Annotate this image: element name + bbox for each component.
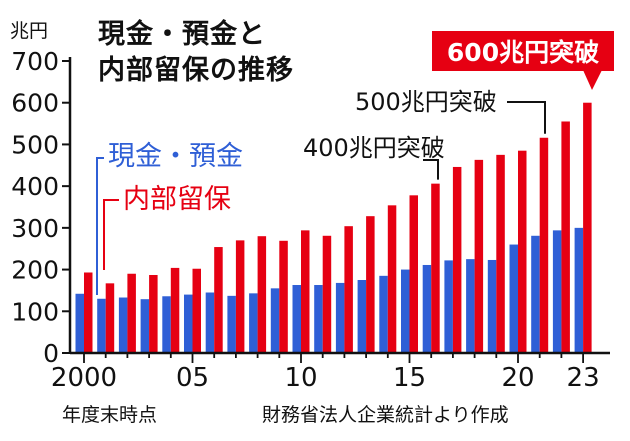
bar-retained	[409, 195, 418, 353]
legend-retained-leader	[103, 199, 120, 270]
bar-retained	[539, 137, 549, 353]
bar-cash	[422, 264, 432, 353]
y-tick-label: 600	[11, 89, 59, 118]
bar-cash	[227, 295, 236, 353]
bar-cash	[401, 269, 410, 353]
x-tick-label: 10	[284, 363, 317, 393]
bar-cash	[205, 292, 215, 353]
bar-retained	[301, 230, 310, 353]
bar-retained	[105, 283, 115, 353]
annotation-600-pointer	[583, 70, 602, 90]
legend-retained-label: 内部留保	[119, 183, 235, 217]
bar-cash	[314, 285, 323, 353]
bar-retained	[518, 150, 527, 353]
y-axis-unit: 兆円	[10, 20, 49, 42]
bar-cash	[118, 297, 128, 353]
annotation-400: 400兆円突破	[303, 134, 445, 162]
bar-retained	[452, 166, 462, 353]
bar-cash	[184, 294, 193, 353]
bar-retained	[496, 154, 505, 353]
bar-cash	[292, 285, 301, 353]
x-tick-label: 05	[176, 363, 209, 393]
y-tick-label: 100	[11, 297, 59, 326]
y-tick-label: 500	[11, 130, 59, 159]
bar-retained	[431, 183, 440, 353]
legend-cash-label: 現金・預金	[104, 140, 247, 174]
legend-cash-leader	[96, 157, 105, 295]
y-tick-label: 0	[43, 339, 59, 368]
chart-title-line-2: 内部留保の推移	[98, 55, 294, 86]
bar-retained	[387, 205, 397, 353]
bar-cash	[162, 296, 171, 353]
bar-retained	[279, 240, 288, 353]
x-tick-label: 15	[393, 363, 426, 393]
bar-retained	[84, 272, 93, 353]
bar-cash	[335, 282, 345, 353]
y-tick-label: 700	[11, 47, 59, 76]
bar-cash	[466, 259, 475, 353]
x-tick-label: 2000	[51, 363, 117, 393]
bar-retained	[214, 247, 223, 353]
bar-cash	[487, 259, 497, 353]
bar-retained	[366, 216, 375, 353]
bar-retained	[322, 235, 332, 353]
annotation-600-box	[432, 31, 614, 71]
bar-cash	[140, 299, 150, 353]
bar-retained	[474, 159, 484, 353]
y-tick-label: 200	[11, 256, 59, 285]
bar-retained	[344, 226, 353, 353]
annotation-500: 500兆円突破	[355, 88, 497, 116]
y-tick-label: 400	[11, 172, 59, 201]
bar-cash	[75, 293, 84, 353]
bar-retained	[170, 267, 180, 353]
bar-cash	[574, 227, 584, 353]
bar-retained	[583, 102, 592, 353]
bar-cash	[552, 230, 562, 353]
x-tick-label: 20	[501, 363, 534, 393]
annotation-500-leader	[507, 101, 546, 134]
x-tick-label: 23	[567, 363, 600, 393]
bar-cash	[531, 235, 540, 353]
bar-cash	[249, 293, 258, 353]
source-note: 財務省法人企業統計より作成	[262, 404, 509, 426]
bar-cash	[270, 288, 280, 353]
bar-retained	[561, 121, 570, 353]
bar-retained	[149, 274, 158, 353]
bar-retained	[127, 273, 136, 353]
bar-cash	[97, 298, 106, 353]
annotation-600: 600兆円突破	[447, 38, 599, 67]
bar-retained	[257, 236, 267, 353]
annotation-400-leader	[423, 159, 439, 180]
watermark: JIJI PRESS	[233, 207, 300, 218]
bar-retained	[192, 268, 201, 353]
bar-cash	[509, 244, 518, 353]
x-axis-label: 年度末時点	[62, 404, 158, 426]
bar-cash	[444, 260, 453, 353]
bar-cash	[357, 280, 367, 353]
chart-title-line-1: 現金・預金と	[98, 19, 266, 50]
bar-cash	[379, 275, 388, 353]
bar-retained	[235, 240, 245, 353]
y-tick-label: 300	[11, 214, 59, 243]
